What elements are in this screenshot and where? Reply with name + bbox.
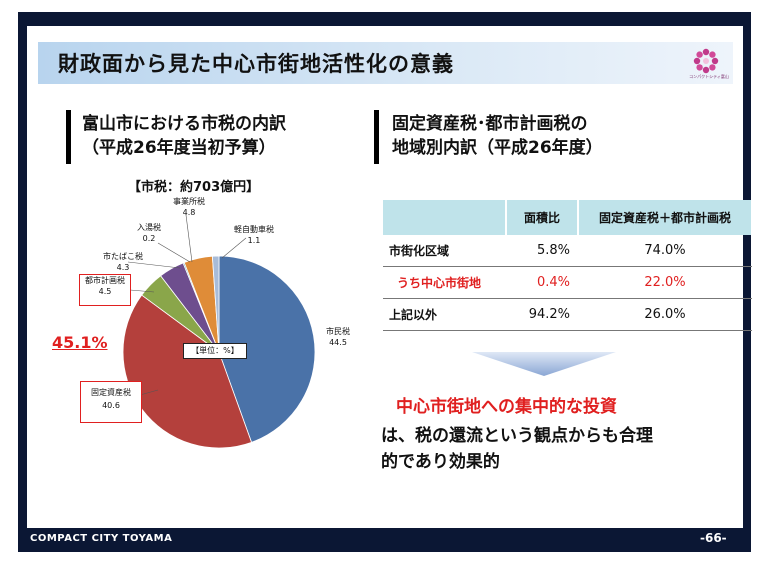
pie-label-jigyosho-value: 4.8: [182, 208, 196, 217]
unit-label: 【単位：%】: [183, 343, 247, 359]
left-heading-line2: （平成26年度当初予算）: [82, 138, 276, 158]
pie-label-tabako-name: 市たばこ税: [103, 252, 143, 261]
right-heading-bar: [374, 110, 379, 164]
table-cell: うち中心市街地: [383, 266, 506, 299]
pie-label-keijidosha-value: 1.1: [247, 236, 261, 245]
pie-label-nyuto-name: 入湯税: [137, 223, 161, 232]
pie-label-nyuto: 入湯税 0.2: [134, 222, 164, 244]
table-cell: 市街化区域: [383, 235, 506, 267]
conclusion-line3: 的であり効果的: [381, 452, 500, 472]
pie-label-shimin-name: 市民税: [326, 327, 350, 336]
pie-label-tabako-value: 4.3: [116, 263, 130, 272]
pie-label-tabako: 市たばこ税 4.3: [100, 251, 146, 273]
table-cell: 上記以外: [383, 298, 506, 331]
table-cell: 22.0%: [578, 266, 752, 299]
footer-brand: COMPACT CITY TOYAMA: [30, 533, 173, 544]
table-header-cell: [383, 200, 507, 235]
table-cell: 26.0%: [578, 298, 752, 331]
table-cell: 74.0%: [578, 235, 752, 267]
pie-label-jigyosho-name: 事業所税: [173, 197, 205, 206]
table-row: うち中心市街地 0.4% 22.0%: [383, 266, 752, 299]
page-number: -66-: [700, 531, 727, 545]
left-heading-line1: 富山市における市税の内訳: [82, 114, 286, 134]
pie-label-shimin-value: 44.5: [329, 338, 347, 347]
left-heading-bar: [66, 110, 71, 164]
conclusion-line1: 中心市街地への集中的な投資: [396, 397, 617, 417]
pie-label-keijidosha: 軽自動車税 1.1: [228, 224, 280, 246]
pie-label-kotei-value: 40.6: [102, 401, 120, 410]
pie-label-keijidosha-name: 軽自動車税: [234, 225, 274, 234]
pie-label-toshikeikaku-value: 4.5: [98, 287, 112, 296]
table-row: 上記以外 94.2% 26.0%: [383, 298, 752, 331]
pie-label-shimin: 市民税 44.5: [318, 326, 358, 348]
table-cell: 0.4%: [506, 266, 578, 299]
highlight-percentage: 45.1%: [52, 333, 108, 352]
pie-label-jigyosho: 事業所税 4.8: [170, 196, 208, 218]
pie-label-nyuto-value: 0.2: [142, 234, 156, 243]
table-cell: 5.8%: [506, 235, 578, 267]
pie-label-toshikeikaku-name: 都市計画税: [85, 276, 125, 285]
logo-caption: コンパクトシティ富山: [689, 74, 729, 79]
right-heading-line2: 地域別内訳（平成26年度）: [392, 138, 603, 158]
city-logo-icon: [693, 48, 719, 74]
title-bar: [38, 42, 733, 84]
right-heading: 固定資産税･都市計画税の 地域別内訳（平成26年度）: [392, 112, 603, 160]
pie-subtitle: 【市税：約703億円】: [128, 180, 260, 195]
left-heading: 富山市における市税の内訳 （平成26年度当初予算）: [82, 112, 286, 160]
pie-label-kotei-name: 固定資産税: [91, 388, 131, 397]
table-header-cell: 固定資産税＋都市計画税: [578, 200, 753, 235]
conclusion-line2: は、税の還流という観点からも合理: [381, 426, 653, 446]
down-arrow-icon: [472, 352, 616, 376]
table-cell: 94.2%: [506, 298, 578, 331]
table-header-row: 面積比 固定資産税＋都市計画税: [383, 200, 753, 235]
tax-area-table: 面積比 固定資産税＋都市計画税 市街化区域 5.8% 74.0% うち中心市街地…: [383, 200, 753, 331]
slide-title: 財政面から見た中心市街地活性化の意義: [58, 52, 454, 76]
pie-label-kotei: 固定資産税 40.6: [80, 381, 142, 423]
table-header-cell: 面積比: [506, 200, 579, 235]
table-row: 市街化区域 5.8% 74.0%: [383, 235, 752, 267]
pie-label-toshikeikaku: 都市計画税 4.5: [79, 274, 131, 306]
right-heading-line1: 固定資産税･都市計画税の: [392, 114, 588, 134]
